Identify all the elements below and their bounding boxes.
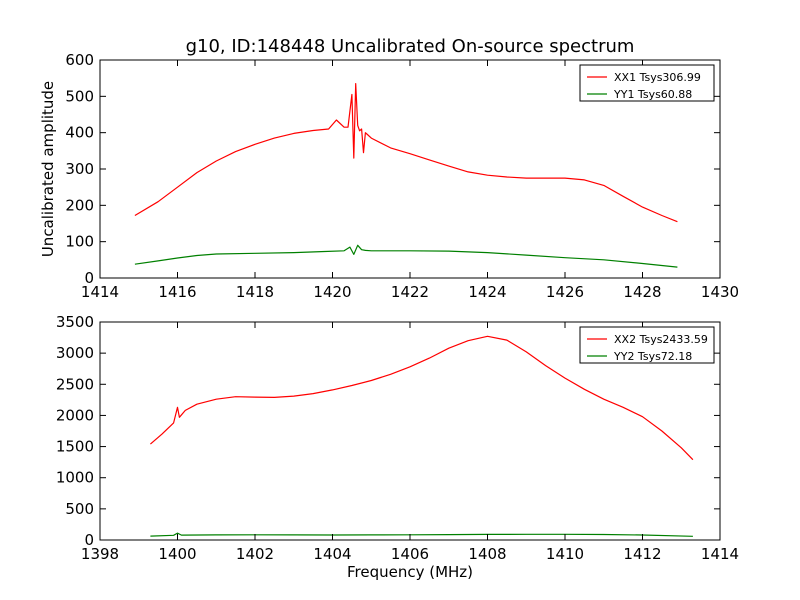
y-tick-label: 3000 <box>56 344 94 362</box>
x-tick-label: 1412 <box>623 545 661 563</box>
y-tick-label: 600 <box>65 51 94 69</box>
y-tick-label: 300 <box>65 160 94 178</box>
y-tick-label: 500 <box>65 500 94 518</box>
x-tick-label: 1404 <box>313 545 351 563</box>
x-tick-label: 1422 <box>391 283 429 301</box>
x-tick-label: 1410 <box>546 545 584 563</box>
x-tick-label: 1418 <box>236 283 274 301</box>
x-tick-label: 1416 <box>158 283 196 301</box>
chart-title: g10, ID:148448 Uncalibrated On-source sp… <box>186 36 635 57</box>
y-tick-label: 0 <box>84 531 94 549</box>
y-tick-label: 1500 <box>56 438 94 456</box>
x-tick-label: 1398 <box>81 545 119 563</box>
x-tick-label: 1414 <box>81 283 119 301</box>
x-tick-label: 1420 <box>313 283 351 301</box>
y-tick-label: 2500 <box>56 375 94 393</box>
legend-entry-label: YY2 Tsys72.18 <box>613 350 692 363</box>
legend-entry-label: XX1 Tsys306.99 <box>614 71 701 84</box>
y-axis-label: Uncalibrated amplitude <box>39 81 57 257</box>
legend: XX1 Tsys306.99 YY1 Tsys60.88 <box>579 64 715 102</box>
legend: XX2 Tsys2433.59 YY2 Tsys72.18 <box>579 326 715 364</box>
legend-entry-label: YY1 Tsys60.88 <box>613 88 692 101</box>
series-line-xx1 <box>134 82 678 223</box>
x-tick-label: 1406 <box>391 545 429 563</box>
y-tick-label: 3500 <box>56 313 94 331</box>
legend-box <box>579 326 715 364</box>
y-tick-label: 0 <box>84 269 94 287</box>
x-tick-label: 1430 <box>701 283 739 301</box>
x-tick-label: 1400 <box>158 545 196 563</box>
x-tick-label: 1424 <box>468 283 506 301</box>
panel-2: 1398 1400 1402 1404 1406 1408 1410 1412 1414 0 500… <box>56 313 739 581</box>
y-tick-label: 400 <box>65 124 94 142</box>
panel-1: 1414 1416 1418 1420 1422 1424 1426 1428 1430 0 100… <box>39 36 739 301</box>
y-tick-label: 200 <box>65 196 94 214</box>
legend-box <box>579 64 715 102</box>
x-tick-label: 1426 <box>546 283 584 301</box>
x-axis-label: Frequency (MHz) <box>347 563 473 581</box>
series-line-yy2 <box>150 532 693 537</box>
series-line-xx2 <box>150 335 694 461</box>
x-tick-label: 1428 <box>623 283 661 301</box>
y-tick-label: 1000 <box>56 469 94 487</box>
legend-entry-label: XX2 Tsys2433.59 <box>614 333 708 346</box>
x-tick-label: 1414 <box>701 545 739 563</box>
y-tick-label: 2000 <box>56 406 94 424</box>
x-tick-label: 1402 <box>236 545 274 563</box>
series-line-yy1 <box>134 244 678 268</box>
y-tick-label: 100 <box>65 233 94 251</box>
y-tick-label: 500 <box>65 87 94 105</box>
x-tick-label: 1408 <box>468 545 506 563</box>
